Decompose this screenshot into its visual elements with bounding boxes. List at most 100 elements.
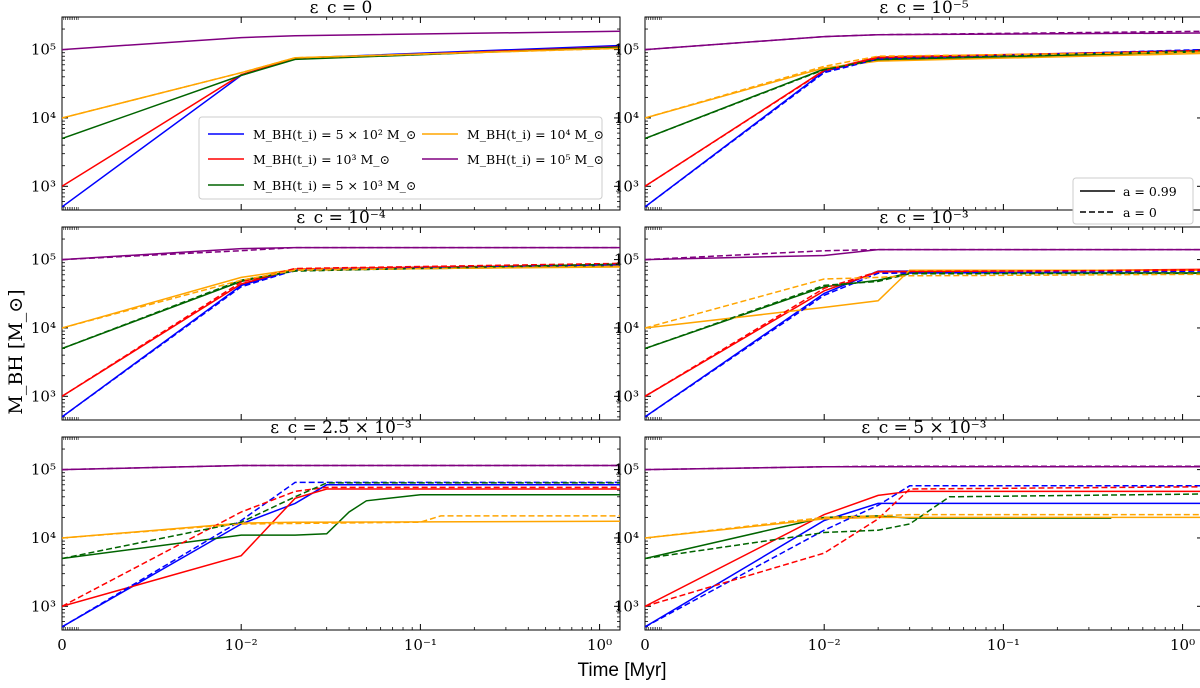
series-group <box>645 465 1200 628</box>
series-orange-dashed <box>62 265 620 329</box>
series-blue-solid <box>62 264 620 418</box>
panel-title: ε_c = 10⁻³ <box>879 208 968 228</box>
y-axis-label: M_BH [M_⊙] <box>5 289 27 414</box>
y-tick-label: 10⁴ <box>31 109 56 127</box>
series-green-dashed <box>62 482 620 560</box>
series-orange-dashed <box>645 513 1200 539</box>
series-orange-dashed <box>62 515 620 539</box>
series-blue-dashed <box>645 270 1200 418</box>
series-orange-dashed <box>645 51 1200 119</box>
series-red-solid <box>62 263 620 397</box>
series-blue-solid <box>645 269 1200 418</box>
y-tick-label: 10⁵ <box>614 251 639 269</box>
y-tick-label: 10³ <box>614 597 639 615</box>
series-blue-dashed <box>645 485 1200 628</box>
legend-label: M_BH(t_i) = 10³ M_⊙ <box>253 152 390 167</box>
y-tick-label: 10⁵ <box>614 41 639 59</box>
series-green-dashed <box>645 50 1200 140</box>
panel-title: ε_c = 5 × 10⁻³ <box>861 418 986 438</box>
series-group <box>645 30 1200 208</box>
panel-title: ε_c = 2.5 × 10⁻³ <box>270 418 411 438</box>
series-red-dashed <box>62 486 620 607</box>
series-blue-dashed <box>62 264 620 418</box>
legend-spin: a = 0.99 a = 0 <box>1072 177 1194 225</box>
series-red-solid <box>62 488 620 608</box>
y-tick-label: 10⁴ <box>614 109 639 127</box>
series-red-solid <box>645 268 1200 397</box>
series-orange-solid <box>62 266 620 329</box>
series-purple-solid <box>645 32 1200 51</box>
series-purple-solid <box>645 248 1200 261</box>
series-orange-dashed <box>645 273 1200 329</box>
x-axis-label: Time [Myr] <box>577 660 666 681</box>
y-tick-label: 10⁴ <box>31 529 56 547</box>
series-blue-solid <box>62 484 620 628</box>
legend-label: M_BH(t_i) = 10⁵ M_⊙ <box>467 152 604 167</box>
series-green-solid <box>62 493 620 560</box>
series-orange-solid <box>62 47 620 119</box>
series-red-solid <box>645 50 1200 187</box>
y-tick-label: 10⁵ <box>31 251 56 269</box>
y-tick-label: 10⁴ <box>31 319 56 337</box>
series-orange-solid <box>645 269 1200 329</box>
panel-1: ε_c = 0 10³ 10⁴ 10⁵ <box>31 0 621 211</box>
legend-label: a = 0 <box>1123 205 1157 220</box>
x-tick-label: 10⁰ <box>1170 636 1195 654</box>
panel-5: ε_c = 2.5 × 10⁻³ 10³ 10⁴ 10⁵ 0 10⁻² 10⁻¹ 10⁰ <box>31 418 621 654</box>
series-orange-solid <box>62 520 620 539</box>
legend-label: M_BH(t_i) = 5 × 10³ M_⊙ <box>253 178 416 193</box>
series-blue-dashed <box>645 48 1200 208</box>
y-tick-label: 10³ <box>31 387 56 405</box>
x-tick-label: 0 <box>640 636 650 654</box>
y-tick-label: 10³ <box>614 177 639 195</box>
y-tick-label: 10³ <box>614 387 639 405</box>
panel-frame <box>644 16 1200 211</box>
x-tick-label: 10⁰ <box>587 636 612 654</box>
series-green-dashed <box>645 272 1200 350</box>
panel-title: ε_c = 10⁻⁵ <box>879 0 968 18</box>
series-blue-solid <box>645 502 1200 628</box>
x-tick-label: 10⁻¹ <box>404 636 437 654</box>
panel-frame <box>61 226 621 421</box>
x-tick-label: 10⁻² <box>808 636 841 654</box>
y-tick-label: 10⁴ <box>614 529 639 547</box>
panel-title: ε_c = 10⁻⁴ <box>296 208 385 228</box>
y-tick-label: 10⁵ <box>31 41 56 59</box>
x-tick-label: 10⁻² <box>225 636 258 654</box>
legend-label: a = 0.99 <box>1123 184 1177 199</box>
series-purple-solid <box>645 466 1200 471</box>
legend-mass: M_BH(t_i) = 5 × 10² M_⊙ M_BH(t_i) = 10³ M… <box>198 116 604 200</box>
series-red-dashed <box>645 49 1200 187</box>
series-green-solid <box>62 265 620 350</box>
panel-frame <box>644 436 1200 631</box>
panel-6: ε_c = 5 × 10⁻³ 10³ 10⁴ 10⁵ 0 10⁻² 10⁻¹ 10⁰ <box>614 418 1200 654</box>
series-purple-solid <box>62 464 620 471</box>
series-green-solid <box>645 515 1112 560</box>
panel-3: ε_c = 10⁻⁴ 10³ 10⁴ 10⁵ <box>31 208 621 421</box>
series-red-dashed <box>645 486 1200 608</box>
series-blue-dashed <box>62 481 620 628</box>
panel-2: ε_c = 10⁻⁵ 10³ 10⁴ 10⁵ <box>614 0 1200 211</box>
y-tick-label: 10⁵ <box>31 461 56 479</box>
legend-mass-frame <box>198 116 603 200</box>
series-group <box>645 248 1200 418</box>
panel-frame <box>644 226 1200 421</box>
y-tick-label: 10³ <box>31 597 56 615</box>
series-green-solid <box>645 272 1200 350</box>
panel-frame <box>61 436 621 631</box>
legend-label: M_BH(t_i) = 5 × 10² M_⊙ <box>253 127 416 142</box>
y-tick-label: 10⁵ <box>614 461 639 479</box>
series-purple-dashed <box>645 30 1200 51</box>
panel-title: ε_c = 0 <box>310 0 373 18</box>
series-red-solid <box>645 490 1200 607</box>
series-purple-solid <box>62 30 620 51</box>
series-group <box>62 30 620 208</box>
y-tick-label: 10³ <box>31 177 56 195</box>
series-red-dashed <box>645 269 1200 397</box>
series-orange-solid <box>645 52 1200 119</box>
panel-4: ε_c = 10⁻³ 10³ 10⁴ 10⁵ <box>614 208 1200 421</box>
series-group <box>62 464 620 628</box>
x-tick-label: 0 <box>57 636 67 654</box>
